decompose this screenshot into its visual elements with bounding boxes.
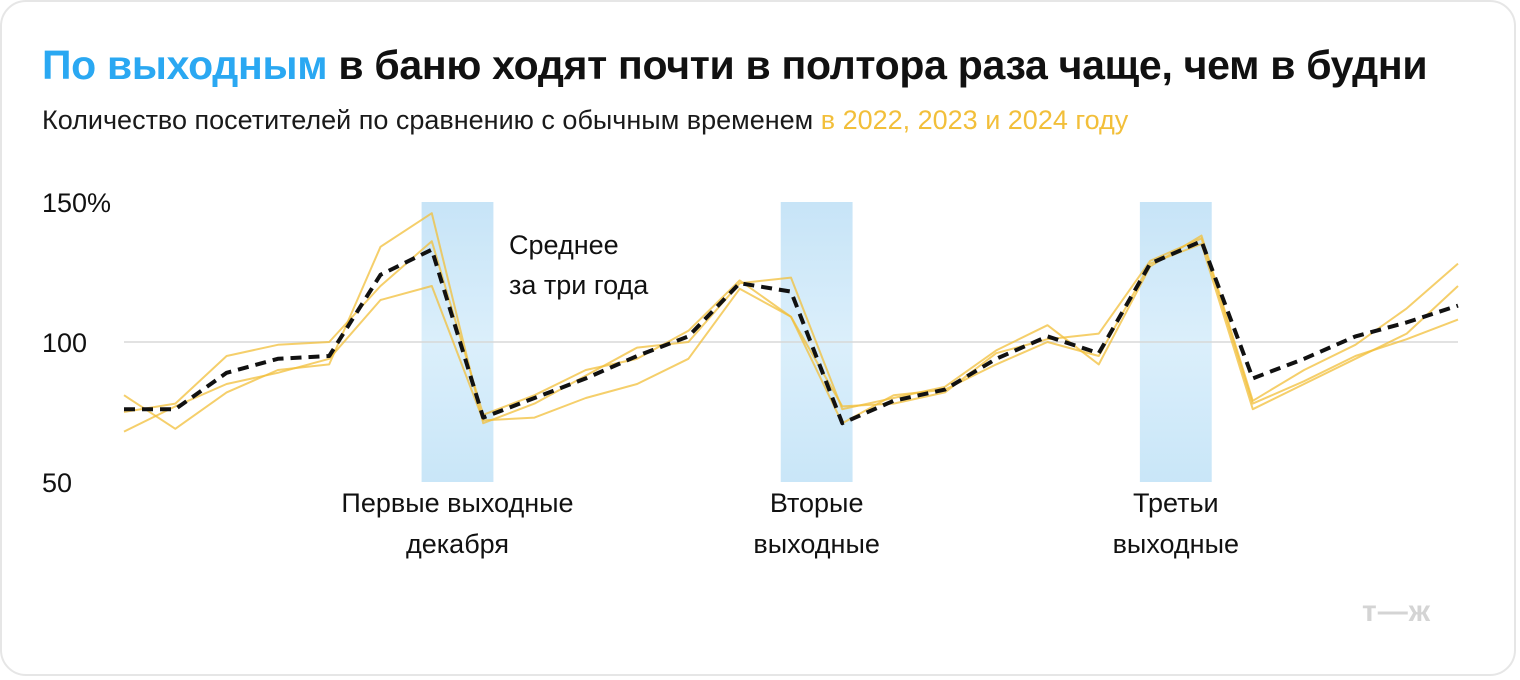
weekend-label-line2: декабря	[406, 529, 509, 559]
weekend-label-line1: Третьи	[1133, 488, 1219, 518]
y-tick-label: 100	[42, 328, 87, 358]
subtitle-main: Количество посетителей по сравнению с об…	[42, 105, 814, 135]
y-tick-label: 50	[42, 468, 72, 498]
chart-title: По выходным в баню ходят почти в полтора…	[42, 42, 1428, 89]
subtitle-years: в 2022, 2023 и 2024 году	[820, 105, 1129, 135]
year-series-line-3	[123, 237, 1459, 416]
average-annotation-line2: за три года	[509, 270, 649, 300]
brand-logo: т—ж	[1362, 595, 1431, 628]
average-series-line	[124, 239, 1459, 426]
weekend-label-line2: выходные	[1113, 529, 1239, 559]
weekend-label-line1: Вторые	[770, 488, 864, 518]
title-highlight: По выходным	[42, 42, 328, 88]
y-tick-label: 150%	[42, 188, 111, 218]
weekend-label-line1: Первые выходные	[341, 488, 573, 518]
average-annotation-line1: Среднее	[509, 230, 619, 260]
weekend-label-line2: выходные	[753, 529, 879, 559]
title-rest: в баню ходят почти в полтора раза чаще, …	[338, 42, 1428, 88]
chart-subtitle: Количество посетителей по сравнению с об…	[42, 105, 1128, 136]
